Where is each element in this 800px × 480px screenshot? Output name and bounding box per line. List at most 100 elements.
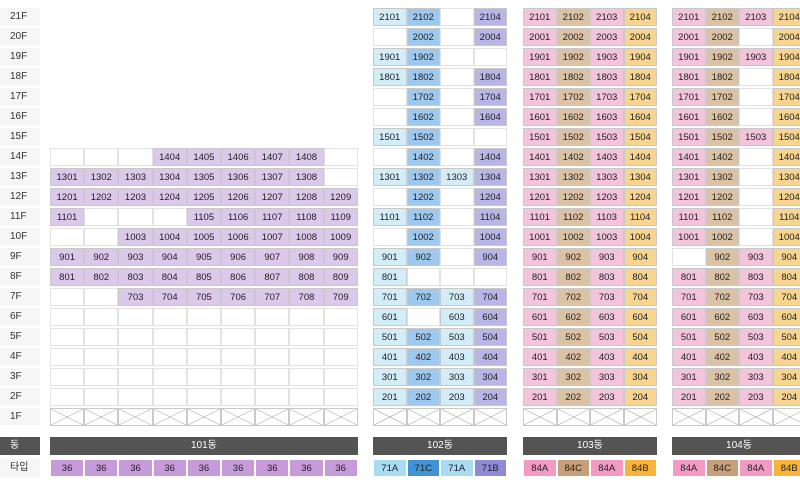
unit-cell: 2104 [473, 8, 507, 26]
unit-cell: 601 [523, 308, 557, 326]
unit-cell-empty [118, 208, 153, 226]
unit-cell: 1101 [672, 208, 706, 226]
cross-mark-icon [774, 409, 800, 425]
unit-cell-empty [739, 88, 773, 106]
unit-cell: 903 [590, 248, 624, 266]
unit-cell: 2002 [705, 28, 739, 46]
unit-cell: 1403 [590, 148, 624, 166]
cross-mark-icon [475, 409, 507, 425]
unit-cell-empty [186, 308, 221, 326]
unit-cell-empty [406, 308, 440, 326]
unit-type-cell: 84A [739, 459, 773, 477]
unit-cell: 1103 [590, 208, 624, 226]
unit-type-cell: 84A [590, 459, 624, 477]
unit-cell-empty [323, 368, 358, 386]
unit-cell: 807 [255, 268, 290, 286]
unit-cell-empty [84, 348, 119, 366]
unit-cell-empty [373, 188, 407, 206]
unit-cell-empty [739, 148, 773, 166]
floor-label: 10F [0, 228, 40, 246]
unit-cell: 204 [772, 388, 800, 406]
unit-cell: 1002 [556, 228, 590, 246]
ground-floor-cell [186, 408, 221, 426]
unit-cell: 1402 [556, 148, 590, 166]
unit-cell-empty [255, 368, 290, 386]
unit-cell: 401 [672, 348, 706, 366]
unit-cell: 1101 [50, 208, 85, 226]
cross-mark-icon [408, 409, 440, 425]
ground-floor-cell [118, 408, 153, 426]
unit-cell: 1902 [406, 48, 440, 66]
unit-type-cell: 84B [623, 459, 657, 477]
unit-cell: 1901 [523, 48, 557, 66]
unit-cell-empty [186, 368, 221, 386]
unit-cell: 1804 [623, 68, 657, 86]
unit-cell: 204 [623, 388, 657, 406]
unit-cell: 901 [50, 248, 85, 266]
unit-cell: 201 [373, 388, 407, 406]
cross-mark-icon [256, 409, 288, 425]
building-name-bar: 104동 [672, 437, 800, 455]
unit-cell: 503 [739, 328, 773, 346]
unit-type-cell: 36 [152, 459, 187, 477]
unit-cell: 1601 [672, 108, 706, 126]
unit-cell: 1306 [221, 168, 256, 186]
unit-cell: 1001 [672, 228, 706, 246]
unit-cell: 1301 [373, 168, 407, 186]
unit-cell: 203 [590, 388, 624, 406]
unit-cell-empty [373, 228, 407, 246]
unit-cell-empty [440, 208, 474, 226]
unit-cell: 902 [406, 248, 440, 266]
unit-cell: 1007 [255, 228, 290, 246]
unit-cell: 709 [323, 288, 358, 306]
unit-type-cell: 36 [221, 459, 256, 477]
unit-cell: 1802 [406, 68, 440, 86]
unit-cell-empty [221, 388, 256, 406]
cross-mark-icon [558, 409, 590, 425]
unit-cell: 903 [118, 248, 153, 266]
unit-cell: 1003 [590, 228, 624, 246]
unit-cell: 203 [440, 388, 474, 406]
unit-type-cell: 36 [50, 459, 85, 477]
unit-cell: 701 [672, 288, 706, 306]
unit-type-cell: 84A [523, 459, 557, 477]
unit-cell: 1604 [772, 108, 800, 126]
unit-cell: 1107 [255, 208, 290, 226]
unit-cell-empty [323, 388, 358, 406]
unit-cell-empty [440, 188, 474, 206]
unit-cell: 1209 [323, 188, 358, 206]
unit-cell: 1105 [186, 208, 221, 226]
unit-cell: 1702 [406, 88, 440, 106]
unit-cell: 1204 [623, 188, 657, 206]
unit-cell: 703 [590, 288, 624, 306]
unit-cell: 202 [556, 388, 590, 406]
unit-cell: 1009 [323, 228, 358, 246]
unit-cell: 909 [323, 248, 358, 266]
unit-cell-empty [118, 308, 153, 326]
unit-cell-empty [152, 308, 187, 326]
unit-cell: 1204 [772, 188, 800, 206]
unit-cell: 1004 [623, 228, 657, 246]
unit-cell: 601 [373, 308, 407, 326]
unit-cell: 804 [152, 268, 187, 286]
unit-cell: 908 [289, 248, 324, 266]
unit-cell: 1904 [623, 48, 657, 66]
unit-cell: 1201 [523, 188, 557, 206]
ground-floor-cell [440, 408, 474, 426]
unit-cell-empty [323, 328, 358, 346]
unit-cell: 1101 [523, 208, 557, 226]
unit-cell: 2004 [623, 28, 657, 46]
floor-label: 17F [0, 88, 40, 106]
unit-cell-empty [50, 228, 85, 246]
building-name-bar: 103동 [523, 437, 657, 455]
unit-cell: 1301 [523, 168, 557, 186]
unit-cell: 2104 [623, 8, 657, 26]
unit-cell: 1001 [523, 228, 557, 246]
unit-cell: 1004 [152, 228, 187, 246]
unit-cell-empty [84, 208, 119, 226]
unit-cell: 1302 [84, 168, 119, 186]
unit-cell: 402 [705, 348, 739, 366]
unit-cell: 1502 [556, 128, 590, 146]
floor-label: 19F [0, 48, 40, 66]
unit-cell: 1304 [772, 168, 800, 186]
